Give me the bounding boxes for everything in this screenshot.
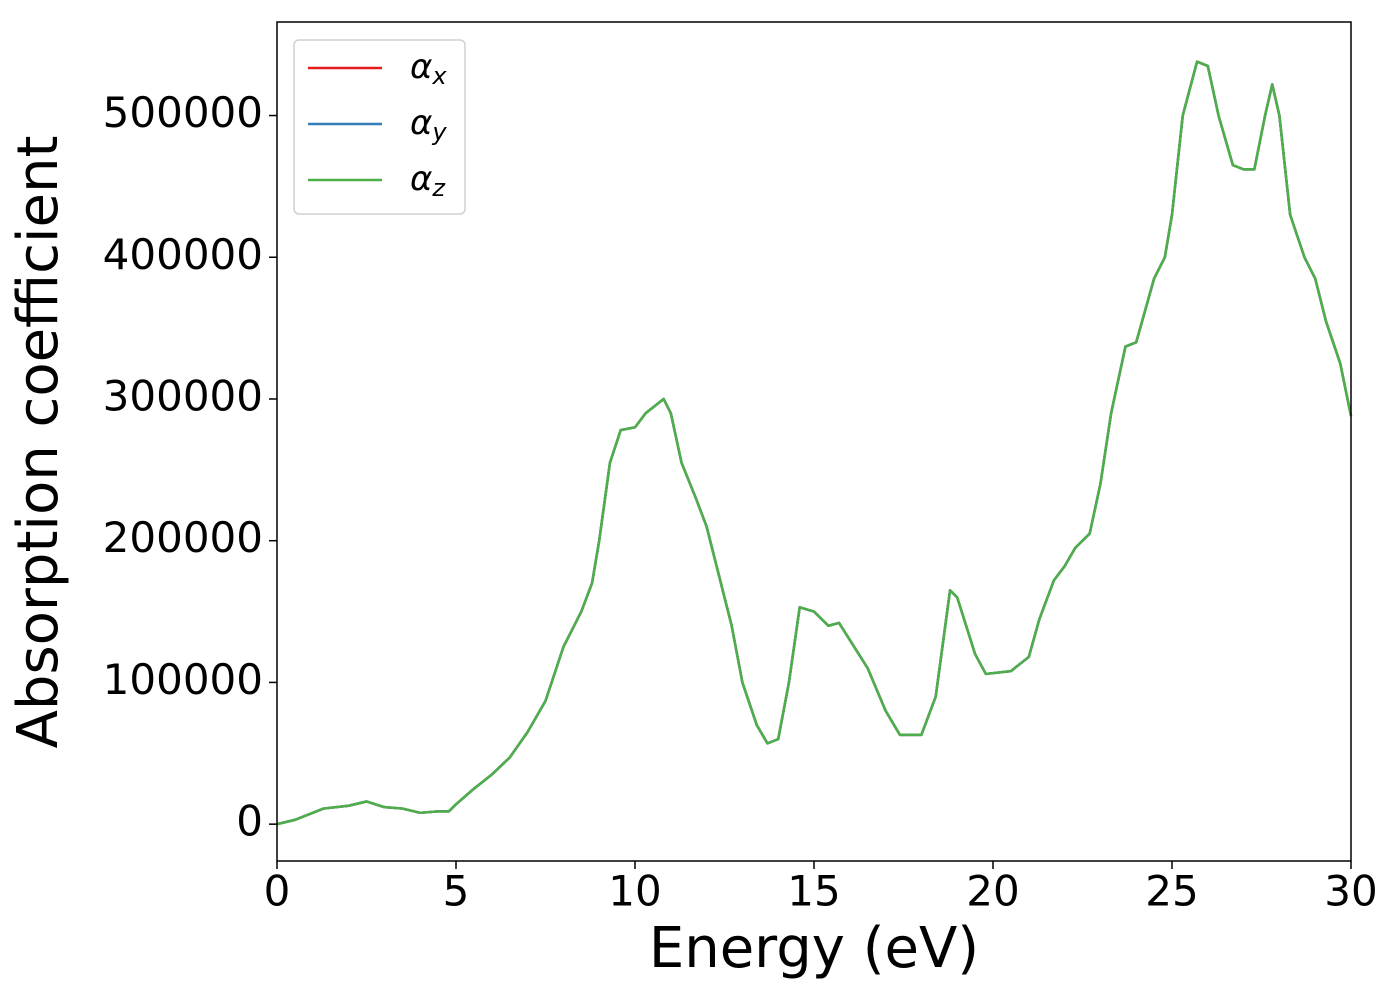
plot-frame [276, 21, 1352, 862]
y-axis-label: Absorption coefficient [6, 136, 71, 749]
data-line [276, 60, 1353, 826]
y-tick-label: 0 [236, 797, 263, 846]
legend-box [293, 39, 466, 215]
legend-label: αz [410, 159, 446, 203]
x-tick-label: 15 [787, 867, 840, 916]
x-tick-label: 0 [264, 867, 291, 916]
legend-label: αx [410, 47, 447, 91]
legend-label: αy [410, 103, 447, 147]
y-tick-label: 200000 [103, 513, 263, 562]
y-tick-label: 300000 [103, 371, 263, 420]
x-tick-label: 30 [1324, 867, 1377, 916]
x-axis-label: Energy (eV) [649, 916, 979, 981]
x-tick-label: 20 [966, 867, 1019, 916]
y-tick-label: 400000 [103, 230, 263, 279]
y-tick-label: 100000 [103, 655, 263, 704]
x-tick-label: 5 [443, 867, 470, 916]
x-tick-label: 10 [608, 867, 661, 916]
y-tick-label: 500000 [103, 88, 263, 137]
x-tick-label: 25 [1145, 867, 1198, 916]
